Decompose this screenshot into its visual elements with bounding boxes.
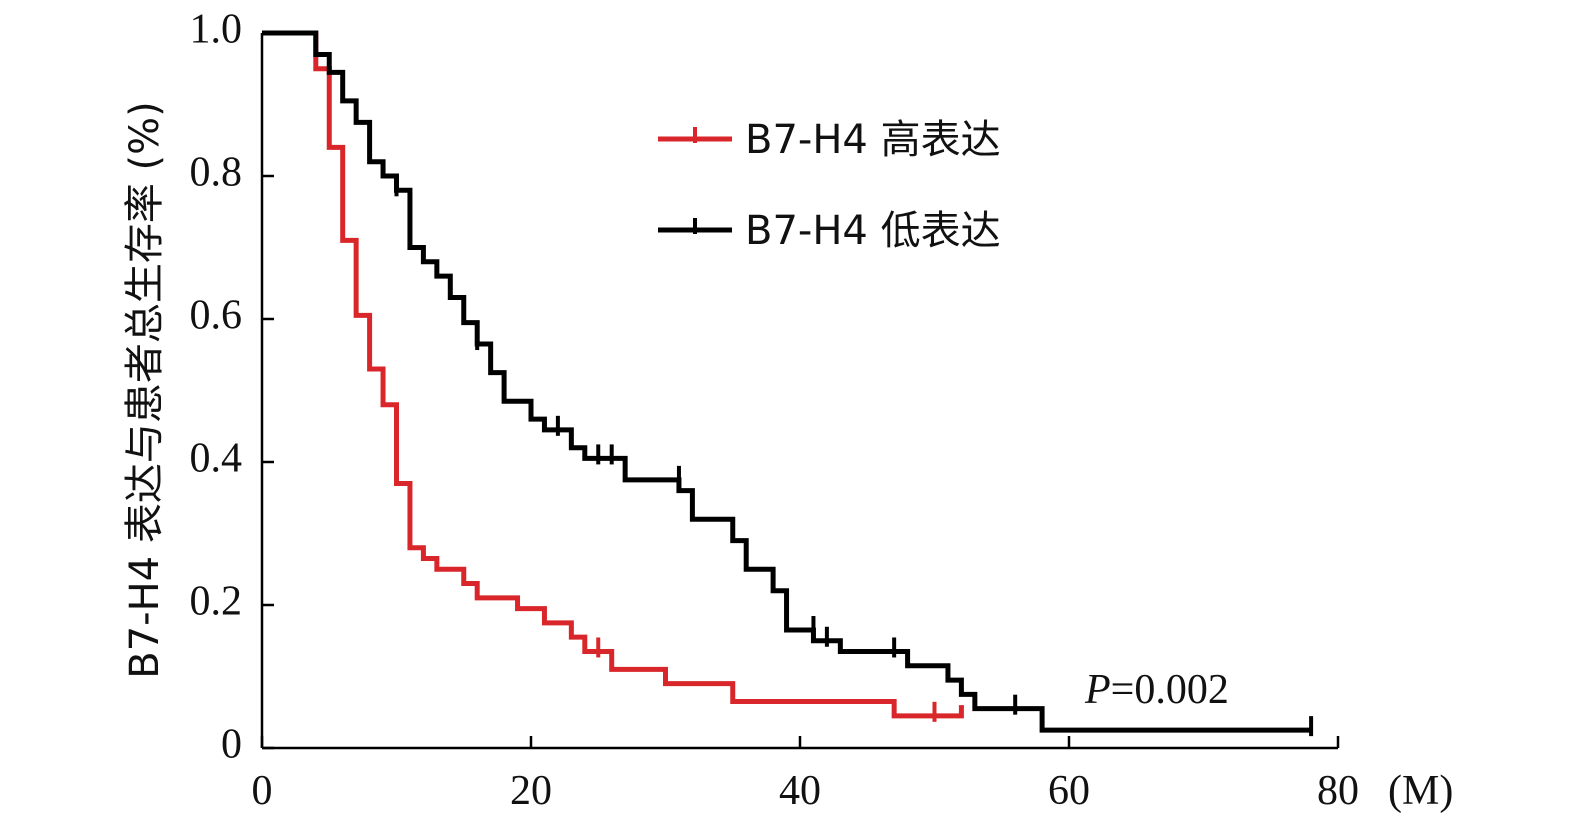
y-axis-title: B7-H4 表达与患者总生存率 (%) bbox=[122, 101, 168, 679]
series-layer bbox=[262, 30, 1314, 737]
series-line-1 bbox=[262, 30, 1312, 733]
ticks: 0 0.2 0.4 0.6 0.8 1.0 0 20 40 60 80 bbox=[190, 7, 1360, 814]
legend-label-1: B7-H4 低表达 bbox=[745, 208, 1001, 254]
x-tick-label: 60 bbox=[1048, 768, 1090, 814]
x-unit-label: (M) bbox=[1388, 768, 1453, 814]
y-tick-label: 0.2 bbox=[190, 579, 243, 625]
x-tick-label: 40 bbox=[779, 768, 821, 814]
x-tick-label: 0 bbox=[252, 768, 273, 814]
x-tick-label: 20 bbox=[510, 768, 552, 814]
y-tick-label: 0.4 bbox=[190, 436, 243, 482]
x-tick-label: 80 bbox=[1317, 768, 1359, 814]
p-value-symbol: P bbox=[1084, 667, 1111, 713]
p-value-annotation: P=0.002 bbox=[1084, 667, 1229, 713]
legend-label-0: B7-H4 高表达 bbox=[745, 117, 1001, 163]
series-line-0 bbox=[262, 30, 964, 719]
p-value-text: =0.002 bbox=[1111, 667, 1229, 713]
y-tick-label: 1.0 bbox=[190, 7, 243, 53]
y-tick-label: 0.8 bbox=[190, 150, 243, 196]
y-tick-label: 0 bbox=[221, 722, 242, 768]
legend: B7-H4 高表达 B7-H4 低表达 bbox=[658, 117, 1001, 254]
y-tick-label: 0.6 bbox=[190, 293, 243, 339]
